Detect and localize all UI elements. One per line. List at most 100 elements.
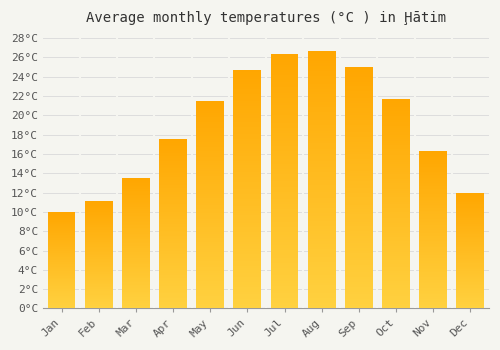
Bar bbox=[345, 253, 373, 255]
Bar bbox=[122, 196, 150, 198]
Bar bbox=[122, 224, 150, 225]
Bar bbox=[270, 148, 298, 151]
Bar bbox=[456, 223, 484, 224]
Bar bbox=[419, 277, 447, 279]
Bar bbox=[196, 190, 224, 192]
Bar bbox=[196, 201, 224, 203]
Bar bbox=[308, 159, 336, 161]
Bar bbox=[345, 139, 373, 142]
Bar bbox=[419, 293, 447, 294]
Bar bbox=[456, 216, 484, 217]
Bar bbox=[270, 126, 298, 128]
Bar bbox=[48, 265, 76, 266]
Bar bbox=[196, 263, 224, 265]
Bar bbox=[345, 86, 373, 89]
Bar bbox=[456, 305, 484, 306]
Bar bbox=[456, 289, 484, 290]
Bar bbox=[159, 243, 187, 244]
Bar bbox=[308, 128, 336, 131]
Bar bbox=[196, 284, 224, 286]
Bar bbox=[382, 237, 410, 239]
Bar bbox=[456, 307, 484, 308]
Bar bbox=[196, 275, 224, 277]
Bar bbox=[122, 254, 150, 255]
Bar bbox=[196, 273, 224, 275]
Bar bbox=[419, 305, 447, 307]
Bar bbox=[382, 145, 410, 147]
Bar bbox=[456, 225, 484, 226]
Bar bbox=[48, 258, 76, 259]
Bar bbox=[122, 230, 150, 232]
Bar bbox=[85, 228, 112, 229]
Bar bbox=[196, 159, 224, 161]
Bar bbox=[196, 205, 224, 207]
Bar bbox=[122, 191, 150, 193]
Bar bbox=[456, 243, 484, 244]
Bar bbox=[122, 178, 150, 180]
Bar bbox=[122, 307, 150, 308]
Bar bbox=[85, 236, 112, 237]
Bar bbox=[122, 186, 150, 187]
Bar bbox=[85, 299, 112, 300]
Bar bbox=[234, 75, 262, 77]
Bar bbox=[308, 161, 336, 164]
Bar bbox=[159, 209, 187, 210]
Bar bbox=[456, 288, 484, 289]
Bar bbox=[48, 230, 76, 231]
Bar bbox=[122, 273, 150, 274]
Bar bbox=[196, 296, 224, 298]
Bar bbox=[382, 151, 410, 153]
Bar bbox=[122, 284, 150, 285]
Bar bbox=[308, 205, 336, 208]
Bar bbox=[308, 226, 336, 229]
Bar bbox=[159, 194, 187, 195]
Bar bbox=[122, 243, 150, 245]
Bar bbox=[234, 130, 262, 132]
Bar bbox=[308, 125, 336, 128]
Bar bbox=[382, 296, 410, 298]
Bar bbox=[270, 301, 298, 303]
Bar bbox=[122, 190, 150, 191]
Bar bbox=[48, 280, 76, 281]
Bar bbox=[122, 271, 150, 272]
Bar bbox=[122, 277, 150, 279]
Bar bbox=[419, 222, 447, 223]
Bar bbox=[419, 183, 447, 184]
Bar bbox=[234, 301, 262, 304]
Bar bbox=[270, 286, 298, 288]
Bar bbox=[234, 175, 262, 177]
Bar bbox=[122, 256, 150, 258]
Bar bbox=[234, 196, 262, 199]
Bar bbox=[48, 242, 76, 243]
Bar bbox=[122, 232, 150, 233]
Bar bbox=[419, 288, 447, 289]
Bar bbox=[308, 92, 336, 94]
Bar bbox=[345, 132, 373, 135]
Bar bbox=[345, 166, 373, 168]
Bar bbox=[159, 180, 187, 182]
Bar bbox=[308, 63, 336, 66]
Bar bbox=[270, 67, 298, 70]
Bar bbox=[196, 163, 224, 165]
Bar bbox=[456, 255, 484, 256]
Bar bbox=[234, 213, 262, 216]
Bar bbox=[270, 128, 298, 131]
Bar bbox=[270, 80, 298, 82]
Bar bbox=[196, 300, 224, 302]
Bar bbox=[85, 244, 112, 245]
Bar bbox=[234, 306, 262, 308]
Bar bbox=[345, 238, 373, 241]
Bar bbox=[234, 256, 262, 258]
Bar bbox=[234, 153, 262, 156]
Bar bbox=[270, 258, 298, 260]
Bar bbox=[159, 302, 187, 303]
Bar bbox=[85, 217, 112, 218]
Bar bbox=[48, 278, 76, 279]
Bar bbox=[382, 126, 410, 128]
Bar bbox=[85, 256, 112, 257]
Bar bbox=[48, 232, 76, 233]
Bar bbox=[159, 158, 187, 160]
Bar bbox=[85, 222, 112, 223]
Bar bbox=[159, 232, 187, 234]
Bar bbox=[419, 170, 447, 172]
